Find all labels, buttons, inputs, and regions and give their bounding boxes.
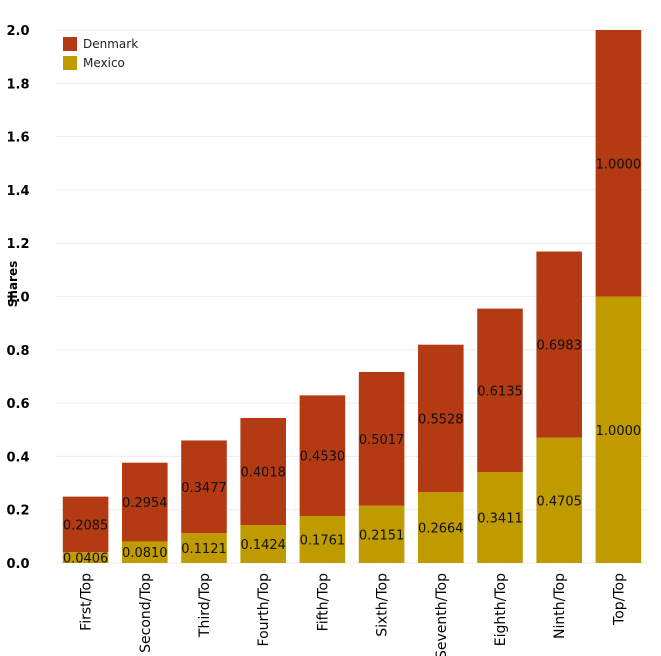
- y-tick-label: 0.4: [6, 450, 29, 465]
- data-label: 0.5017: [359, 433, 405, 448]
- data-label: 0.2085: [63, 518, 109, 533]
- bar-segment-mexico: [181, 533, 227, 563]
- data-label: 1.0000: [596, 424, 642, 439]
- y-tick-label: 1.4: [6, 184, 29, 199]
- legend-swatch: [63, 56, 77, 70]
- data-label: 0.0810: [122, 546, 168, 561]
- x-tick-label: Sixth/Top: [375, 573, 391, 637]
- bar-segment-mexico: [299, 516, 346, 563]
- bar-segment-denmark: [536, 251, 582, 438]
- data-label: 0.0406: [63, 552, 109, 567]
- data-label: 0.2954: [122, 496, 168, 511]
- data-label: 0.6983: [536, 339, 582, 354]
- x-tick-label: Eighth/Top: [493, 573, 509, 646]
- y-tick-label: 0.6: [6, 397, 29, 412]
- y-axis-ticks: 0.0 0.2 0.4 0.6 0.8 1.0 1.2 1.4 1.6 1.8 2.0: [6, 24, 29, 572]
- y-tick-label: 1.8: [6, 77, 29, 92]
- x-tick-label: Third/Top: [197, 573, 213, 638]
- data-label: 0.1424: [240, 538, 286, 553]
- data-label: 0.1121: [181, 542, 227, 557]
- y-tick-label: 1.0: [6, 291, 29, 306]
- x-tick-label: Top/Top: [611, 573, 627, 626]
- y-tick-label: 1.6: [6, 131, 29, 146]
- x-tick-label: Seventh/Top: [434, 573, 450, 656]
- data-label: 1.0000: [596, 157, 642, 172]
- x-tick-label: Second/Top: [138, 573, 154, 653]
- legend-label: Denmark: [83, 37, 138, 51]
- legend: Denmark Mexico: [63, 37, 138, 70]
- y-tick-label: 2.0: [6, 24, 29, 39]
- legend-swatch: [63, 37, 77, 51]
- bar-segment-mexico: [240, 525, 286, 563]
- x-tick-label: Ninth/Top: [552, 573, 568, 639]
- data-label: 0.3477: [181, 481, 227, 496]
- bar-segment-mexico: [418, 492, 464, 563]
- data-label: 0.2151: [359, 528, 405, 543]
- y-tick-label: 0.2: [6, 504, 29, 519]
- data-label: 0.1761: [300, 534, 346, 549]
- x-tick-label: Fifth/Top: [315, 573, 331, 631]
- bar-segment-mexico: [536, 437, 582, 563]
- data-label: 0.2664: [418, 522, 464, 537]
- data-label: 0.4530: [300, 450, 346, 465]
- y-tick-label: 1.2: [6, 237, 29, 252]
- bar-segment-denmark: [240, 417, 286, 526]
- bar-segment-mexico: [62, 552, 109, 563]
- data-label: 0.4018: [240, 466, 286, 481]
- bars: 0.0406 0.2085 0.0810 0.2954 0.1121 0.3477 0.14…: [62, 30, 642, 567]
- bar-segment-mexico: [122, 541, 168, 563]
- y-axis-title: Shares: [6, 261, 20, 307]
- bar-segment-mexico: [595, 296, 642, 563]
- data-label: 0.3411: [477, 512, 523, 527]
- legend-label: Mexico: [83, 56, 125, 70]
- x-tick-label: First/Top: [79, 573, 95, 631]
- bar-segment-denmark: [418, 344, 464, 493]
- bar-segment-denmark: [595, 30, 642, 297]
- bar-segment-mexico: [477, 472, 523, 563]
- bar-segment-denmark: [62, 496, 109, 553]
- bar-segment-denmark: [122, 462, 168, 542]
- bar-segment-denmark: [358, 371, 405, 506]
- data-label: 0.6135: [477, 384, 523, 399]
- bar-segment-denmark: [477, 308, 523, 473]
- bar-segment-denmark: [299, 395, 346, 517]
- bar-segment-mexico: [358, 505, 405, 563]
- bar-segment-denmark: [181, 440, 227, 534]
- y-tick-label: 0.8: [6, 344, 29, 359]
- y-tick-label: 0.0: [6, 557, 29, 572]
- x-tick-label: Fourth/Top: [256, 573, 272, 647]
- x-axis-labels: First/Top Second/Top Third/Top Fourth/Top Fi…: [79, 573, 628, 656]
- data-label: 0.4705: [536, 494, 582, 509]
- data-label: 0.5528: [418, 412, 464, 427]
